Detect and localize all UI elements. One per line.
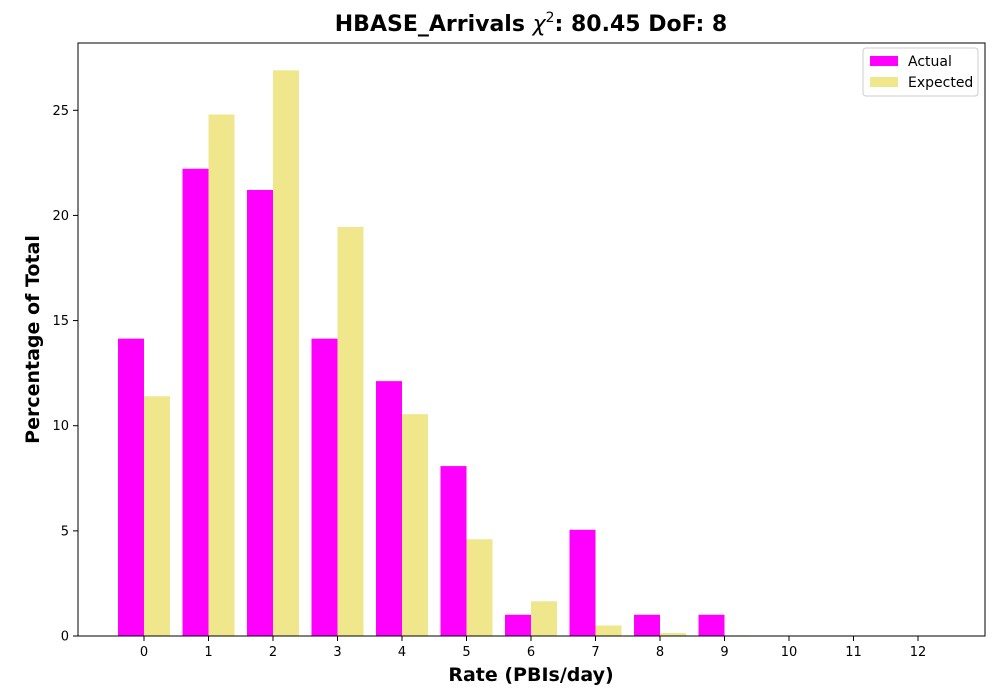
x-tick-label-3: 3: [333, 645, 341, 660]
chart-title: HBASE_Arrivals χ2: 80.45 DoF: 8: [335, 10, 727, 37]
x-tick-label-6: 6: [527, 645, 535, 660]
plot-frame: [77, 42, 986, 637]
bar-expected-2: [273, 70, 299, 637]
x-tick-label-0: 0: [140, 645, 148, 660]
legend-label-actual: Actual: [908, 54, 952, 70]
legend-label-expected: Expected: [908, 75, 973, 91]
x-tick-label-10: 10: [781, 645, 798, 660]
bar-expected-1: [208, 114, 235, 636]
bar-expected-8: [660, 633, 686, 636]
bar-actual-1: [182, 168, 209, 637]
y-tick-label-20: 20: [52, 209, 69, 224]
y-tick-label-15: 15: [52, 314, 69, 329]
bar-actual-4: [376, 381, 402, 636]
x-tick-label-1: 1: [204, 645, 212, 660]
bar-actual-2: [247, 189, 273, 637]
bar-expected-6: [531, 601, 557, 636]
legend-swatch-actual: [870, 56, 898, 66]
legend-swatch-expected: [870, 77, 898, 87]
x-tick-label-5: 5: [462, 645, 470, 660]
x-tick-label-9: 9: [720, 645, 728, 660]
chart-title-main: HBASE_Arrivals: [335, 12, 533, 37]
chart-title-chi: χ: [532, 12, 547, 37]
y-tick-label-10: 10: [52, 419, 69, 434]
x-tick-label-11: 11: [845, 645, 862, 660]
x-tick-label-7: 7: [591, 645, 599, 660]
bar-actual-7: [569, 529, 596, 636]
x-tick-label-8: 8: [656, 645, 664, 660]
bar-expected-4: [402, 414, 428, 636]
chart-title-rest: : 80.45 DoF: 8: [555, 12, 728, 37]
bar-expected-0: [144, 396, 170, 636]
x-tick-label-4: 4: [398, 645, 406, 660]
x-tick-label-2: 2: [269, 645, 277, 660]
y-tick-label-0: 0: [61, 630, 69, 645]
y-tick-label-5: 5: [61, 524, 69, 539]
legend: Actual Expected: [862, 47, 979, 97]
chart-title-sup: 2: [546, 10, 555, 26]
bar-actual-0: [118, 338, 144, 636]
bar-expected-3: [337, 226, 364, 636]
bar-actual-9: [698, 614, 725, 636]
bar-actual-5: [440, 466, 467, 636]
y-tick-label-25: 25: [52, 104, 69, 119]
x-axis-ticks: 0 1 2 3 4 5 6 7 8 9 10 11 12: [140, 636, 926, 660]
x-axis-label: Rate (PBIs/day): [448, 664, 613, 686]
y-axis-ticks: 0 5 10 15 20 25: [52, 104, 78, 645]
bar-expected-7: [595, 625, 622, 636]
bars-group: [118, 70, 815, 637]
y-axis-label: Percentage of Total: [22, 235, 44, 444]
bar-expected-5: [466, 539, 493, 636]
x-tick-label-12: 12: [910, 645, 927, 660]
bar-actual-6: [505, 614, 531, 636]
bar-actual-3: [311, 338, 338, 636]
bar-actual-8: [634, 614, 660, 636]
